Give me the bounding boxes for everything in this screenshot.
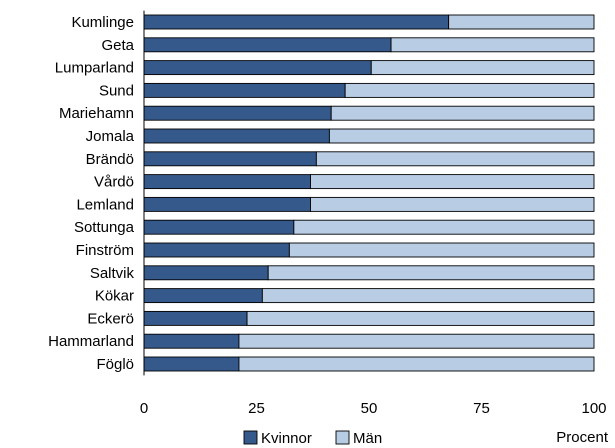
bar-geta-man [390,37,595,53]
bar-foglo-man [238,356,595,372]
category-label-sottunga: Sottunga [74,219,135,236]
category-label-lumparland: Lumparland [55,60,134,77]
x-tick-label-0: 0 [140,400,148,417]
bar-saltvik-man [267,265,595,281]
x-tick-label-50: 50 [361,400,378,417]
bar-brando-man [315,151,595,167]
bar-kokar-man [261,288,595,304]
bar-finstrom-kvinnor [143,242,290,258]
bar-kumlinge-kvinnor [143,14,450,30]
category-label-hammarland: Hammarland [48,333,134,350]
legend-swatch-man [335,430,350,445]
category-label-lemland: Lemland [76,196,134,213]
category-label-finstrom: Finström [76,242,134,259]
category-label-brando: Brändö [86,151,134,168]
x-tick-label-25: 25 [248,400,265,417]
category-label-foglo: Föglö [96,356,134,373]
bar-sottunga-kvinnor [143,219,295,235]
x-tick-label-100: 100 [581,400,606,417]
x-tick-label-75: 75 [473,400,490,417]
bar-sund-kvinnor [143,82,346,98]
bar-brando-kvinnor [143,151,317,167]
category-label-eckero: Eckerö [87,310,134,327]
bar-geta-kvinnor [143,37,392,53]
category-label-kokar: Kökar [95,288,134,305]
x-axis: 0 25 50 75 100 [140,10,607,417]
bar-sund-man [344,82,595,98]
bar-mariehamn-man [330,105,595,121]
bars-layer [143,14,595,372]
legend-label-kvinnor: Kvinnor [261,430,312,447]
bar-vardo-kvinnor [143,174,311,190]
category-label-geta: Geta [101,37,134,54]
bar-lemland-man [310,196,595,212]
bar-hammarland-man [238,333,595,349]
x-axis-title: Procent [556,429,609,446]
category-label-sund: Sund [99,82,134,99]
legend-swatch-kvinnor [243,430,258,445]
bar-foglo-kvinnor [143,356,240,372]
bar-hammarland-kvinnor [143,333,240,349]
category-label-mariehamn: Mariehamn [59,105,134,122]
bar-lumparland-kvinnor [143,60,372,76]
category-label-vardo: Vårdö [94,174,134,191]
bar-lemland-kvinnor [143,196,311,212]
category-label-kumlinge: Kumlinge [71,14,134,31]
bar-eckero-kvinnor [143,310,248,326]
bar-lumparland-man [370,60,595,76]
bar-mariehamn-kvinnor [143,105,332,121]
bar-kumlinge-man [448,14,595,30]
bar-sottunga-man [293,219,595,235]
legend: Kvinnor Män [243,430,382,447]
bar-jomala-man [328,128,595,144]
bar-eckero-man [246,310,595,326]
bar-saltvik-kvinnor [143,265,269,281]
category-labels: Kumlinge Geta Lumparland Sund Mariehamn Jomal… [48,14,135,373]
bar-finstrom-man [288,242,595,258]
category-label-saltvik: Saltvik [90,265,135,282]
legend-label-man: Män [353,430,382,447]
bar-kokar-kvinnor [143,288,263,304]
bar-vardo-man [310,174,595,190]
bar-jomala-kvinnor [143,128,330,144]
category-label-jomala: Jomala [86,128,135,145]
